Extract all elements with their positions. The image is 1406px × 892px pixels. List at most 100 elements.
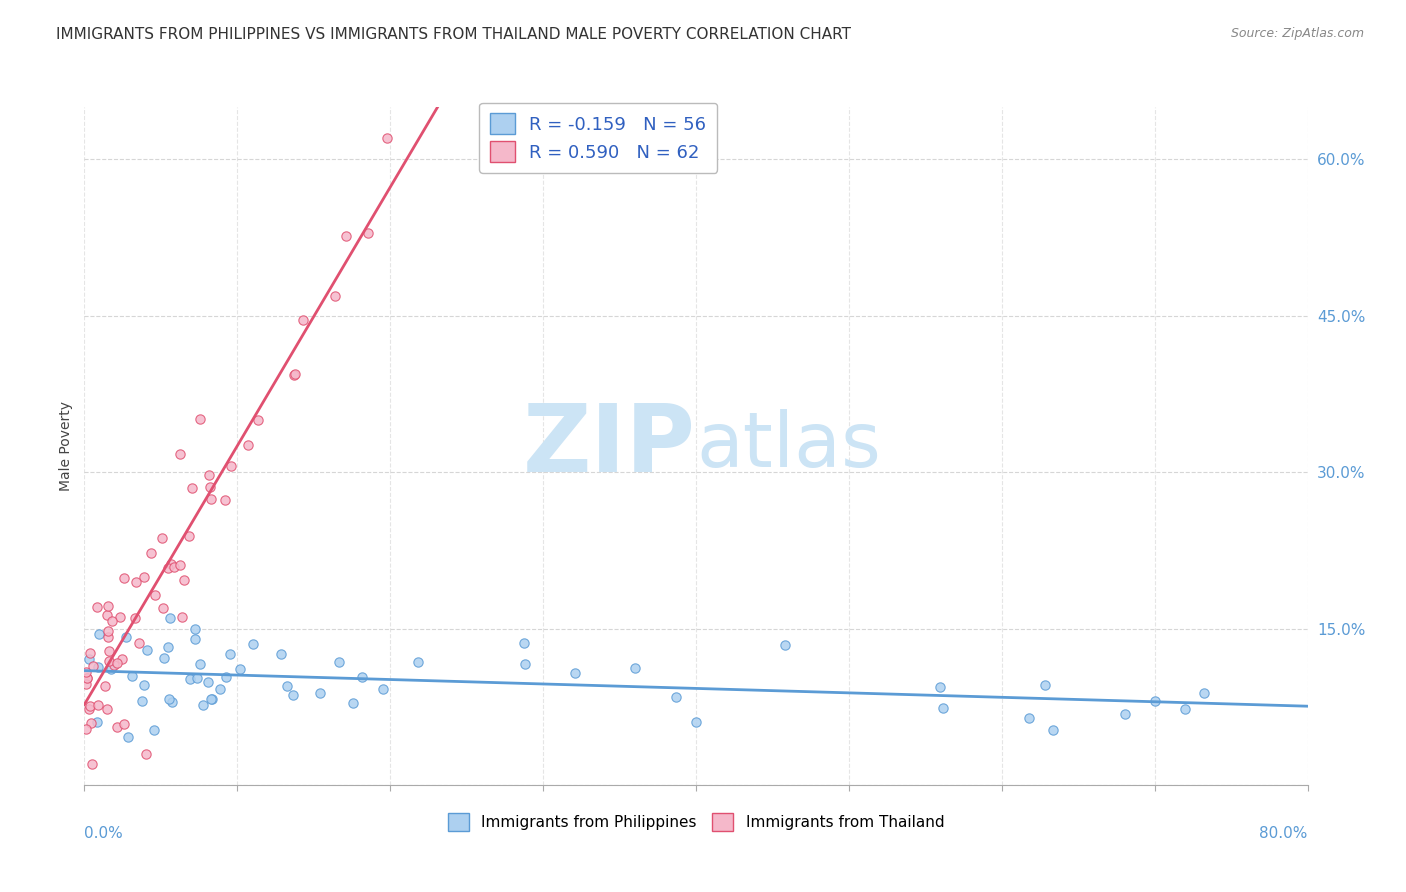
Point: [1114, 707, 1136, 722]
Point: [103, 657, 125, 672]
Point: [1174, 702, 1197, 716]
Point: [159, 611, 181, 625]
Text: IMMIGRANTS FROM PHILIPPINES VS IMMIGRANTS FROM THAILAND MALE POVERTY CORRELATION: IMMIGRANTS FROM PHILIPPINES VS IMMIGRANT…: [56, 27, 851, 42]
Point: [75, 722, 97, 736]
Point: [375, 131, 398, 145]
Point: [114, 717, 136, 731]
Point: [98, 655, 121, 669]
Point: [932, 701, 955, 715]
Point: [173, 574, 195, 588]
Point: [292, 313, 315, 327]
Point: [181, 481, 204, 495]
Point: [79, 647, 101, 661]
Point: [219, 647, 242, 661]
Point: [128, 636, 150, 650]
Point: [97, 644, 120, 658]
Point: [121, 669, 143, 683]
Point: [335, 228, 357, 243]
Point: [141, 546, 163, 560]
Point: [76, 671, 98, 685]
Point: [100, 614, 122, 628]
Point: [247, 413, 270, 427]
Point: [283, 368, 305, 382]
Point: [86, 600, 108, 615]
Point: [152, 600, 174, 615]
Point: [1018, 710, 1040, 724]
Point: [188, 657, 211, 671]
Point: [96, 702, 118, 716]
Point: [198, 467, 221, 482]
Point: [87, 626, 110, 640]
Text: ZIP: ZIP: [523, 400, 696, 492]
Point: [219, 458, 242, 473]
Point: [75, 677, 97, 691]
Text: 0.0%: 0.0%: [84, 826, 124, 840]
Point: [150, 532, 173, 546]
Point: [215, 669, 238, 683]
Point: [665, 690, 688, 705]
Text: 80.0%: 80.0%: [1260, 826, 1308, 840]
Point: [209, 681, 232, 696]
Point: [159, 557, 181, 571]
Point: [270, 647, 292, 661]
Point: [87, 659, 110, 673]
Point: [169, 447, 191, 461]
Point: [134, 569, 156, 583]
Point: [97, 624, 120, 638]
Point: [156, 560, 179, 574]
Point: [82, 658, 104, 673]
Point: [87, 698, 110, 713]
Point: [125, 574, 148, 589]
Point: [184, 632, 207, 646]
Point: [193, 698, 215, 713]
Point: [1144, 693, 1167, 707]
Point: [309, 686, 332, 700]
Point: [97, 599, 120, 613]
Point: [117, 730, 139, 744]
Point: [132, 677, 155, 691]
Point: [623, 661, 645, 675]
Point: [135, 747, 157, 761]
Point: [1192, 686, 1215, 700]
Point: [188, 412, 211, 426]
Point: [96, 608, 118, 623]
Point: [513, 635, 536, 649]
Point: [105, 720, 128, 734]
Point: [200, 492, 222, 507]
Point: [929, 680, 952, 694]
Point: [157, 691, 180, 706]
Point: [773, 638, 796, 652]
Point: [156, 640, 179, 654]
Point: [163, 559, 186, 574]
Point: [111, 652, 134, 666]
Point: [169, 558, 191, 573]
Point: [131, 694, 153, 708]
Point: [1042, 723, 1064, 737]
Point: [281, 688, 304, 702]
Point: [94, 679, 117, 693]
Point: [198, 480, 221, 494]
Point: [276, 679, 298, 693]
Point: [515, 657, 537, 671]
Point: [406, 655, 429, 669]
Point: [112, 571, 135, 585]
Point: [685, 714, 707, 729]
Point: [86, 714, 108, 729]
Point: [79, 702, 101, 716]
Point: [75, 665, 97, 680]
Point: [201, 691, 224, 706]
Point: [110, 609, 132, 624]
Point: [79, 698, 101, 713]
Point: [1033, 678, 1056, 692]
Point: [357, 226, 380, 240]
Point: [200, 692, 222, 706]
Point: [184, 622, 207, 636]
Point: [179, 672, 201, 686]
Point: [186, 671, 208, 685]
Point: [371, 681, 394, 696]
Point: [162, 696, 184, 710]
Point: [284, 367, 307, 381]
Point: [76, 671, 98, 685]
Point: [153, 651, 176, 665]
Point: [236, 438, 259, 452]
